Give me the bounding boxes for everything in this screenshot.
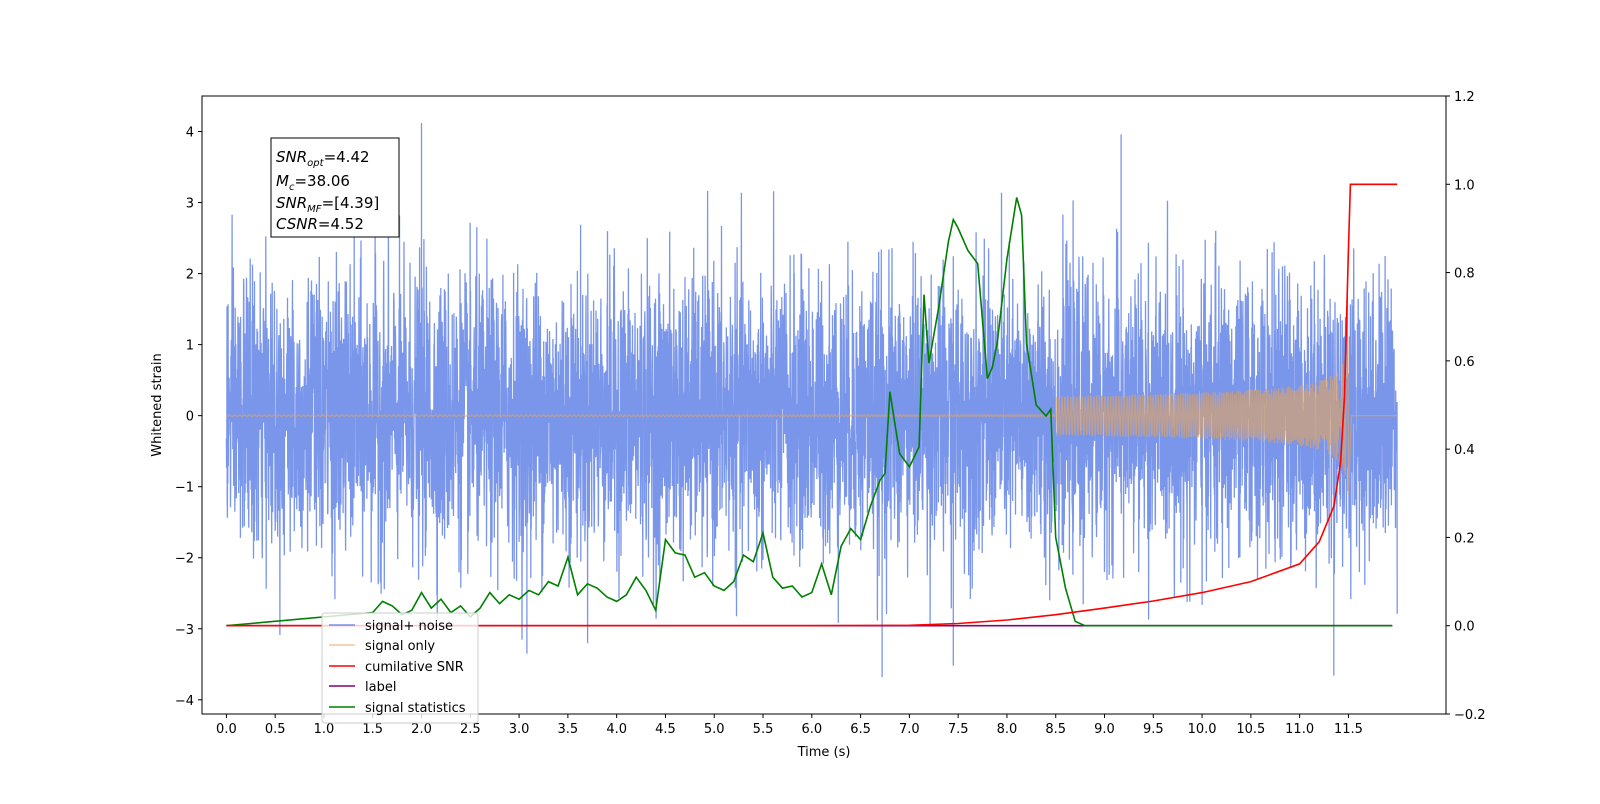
x-tick-label: 9.0 <box>1094 722 1115 737</box>
plot-frame <box>201 95 1447 715</box>
y-tick-label: 2 <box>186 268 194 283</box>
x-tick-label: 10.0 <box>1188 722 1217 737</box>
x-tick-label: 11.5 <box>1334 722 1363 737</box>
y2-tick-label: 0.6 <box>1454 355 1475 370</box>
legend-label-signal-statistics: signal statistics <box>365 701 466 716</box>
series-signal-statistics <box>226 197 1393 627</box>
x-tick-label: 8.5 <box>1045 722 1066 737</box>
y2-tick-label: 0.2 <box>1454 531 1475 546</box>
y-axis-right: 1.2 1.0 0.8 0.6 0.4 0.2 0.0 −0.2 <box>1446 90 1486 723</box>
legend-entry-signal-only: signal only <box>329 639 435 654</box>
y-tick-label: −1 <box>175 481 194 496</box>
y-tick-label: −2 <box>175 552 194 567</box>
legend-label-cumulative-snr: cumilative SNR <box>365 660 464 675</box>
x-tick-label: 5.0 <box>704 722 725 737</box>
y2-tick-label: 1.0 <box>1454 178 1475 193</box>
annotation-snr-mf: SNRMF=[4.39] <box>276 194 379 215</box>
x-tick-label: 4.0 <box>606 722 627 737</box>
x-tick-label: 7.5 <box>948 722 969 737</box>
x-tick-label: 8.0 <box>997 722 1018 737</box>
x-tick-label: 2.0 <box>411 722 432 737</box>
x-tick-label: 11.0 <box>1285 722 1314 737</box>
x-tick-label: 3.5 <box>558 722 579 737</box>
x-tick-label: 5.5 <box>753 722 774 737</box>
y2-tick-label: 1.2 <box>1454 90 1475 105</box>
x-tick-label: 4.5 <box>655 722 676 737</box>
y2-tick-label: 0.0 <box>1454 620 1475 635</box>
x-axis-label: Time (s) <box>797 745 851 760</box>
y-axis-left: 4 3 2 1 0 −1 −2 −3 −4 <box>175 126 202 709</box>
legend-label-signal-noise: signal+ noise <box>365 619 453 634</box>
series-signal-noise <box>225 123 1398 678</box>
annotation-frame <box>270 137 400 238</box>
x-tick-label: 1.5 <box>362 722 383 737</box>
annotation-snr-opt: SNRopt=4.42 <box>276 148 370 169</box>
x-tick-label: 9.5 <box>1143 722 1164 737</box>
y-axis-label: Whitened strain <box>150 353 165 456</box>
legend-entry-signal-statistics: signal statistics <box>329 701 466 716</box>
legend-entry-label: label <box>329 680 396 695</box>
x-axis: 0.0 0.5 1.0 1.5 2.0 2.5 3.0 3.5 4.0 4.5 5.0 5.5 6.0 6… <box>216 714 1363 737</box>
x-tick-label: 7.0 <box>899 722 920 737</box>
y-tick-label: −3 <box>175 623 194 638</box>
series-cumulative-snr <box>226 183 1398 627</box>
series-layer <box>225 123 1398 678</box>
series-signal-only <box>226 336 1398 494</box>
annotation-mc: Mc=38.06 <box>276 172 350 193</box>
y-tick-label: 0 <box>186 410 194 425</box>
x-tick-label: 0.5 <box>265 722 286 737</box>
stats-annotation-box: SNRopt=4.42 Mc=38.06 SNRMF=[4.39] CSNR=4… <box>270 137 400 238</box>
legend: signal+ noise signal only cumilative SNR… <box>321 612 479 724</box>
y2-tick-label: 0.8 <box>1454 267 1475 282</box>
y-tick-label: −4 <box>175 694 194 709</box>
x-tick-label: 0.0 <box>216 722 237 737</box>
annotation-csnr: CSNR=4.52 <box>276 215 364 233</box>
legend-label-label: label <box>365 680 396 695</box>
x-tick-label: 3.0 <box>509 722 530 737</box>
x-tick-label: 6.5 <box>850 722 871 737</box>
y2-tick-label: 0.4 <box>1454 443 1475 458</box>
x-tick-label: 2.5 <box>460 722 481 737</box>
legend-frame <box>321 612 479 724</box>
y-tick-label: 3 <box>186 197 194 212</box>
y-tick-label: 1 <box>186 339 194 354</box>
legend-entry-cumulative-snr: cumilative SNR <box>329 660 464 675</box>
y-tick-label: 4 <box>186 126 194 141</box>
x-tick-label: 1.0 <box>314 722 335 737</box>
legend-label-signal-only: signal only <box>365 639 435 654</box>
y2-tick-label: −0.2 <box>1454 708 1486 723</box>
x-tick-label: 10.5 <box>1236 722 1265 737</box>
legend-entry-signal-noise: signal+ noise <box>329 619 453 634</box>
x-tick-label: 6.0 <box>801 722 822 737</box>
